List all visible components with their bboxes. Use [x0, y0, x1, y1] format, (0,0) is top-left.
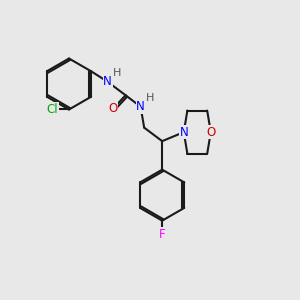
Text: F: F [159, 228, 166, 241]
Text: H: H [146, 93, 154, 103]
Text: Cl: Cl [47, 103, 58, 116]
Text: N: N [179, 126, 188, 139]
Text: O: O [108, 102, 118, 115]
Text: O: O [206, 126, 215, 139]
Text: N: N [103, 75, 112, 88]
Text: H: H [113, 68, 121, 78]
Text: N: N [136, 100, 145, 113]
